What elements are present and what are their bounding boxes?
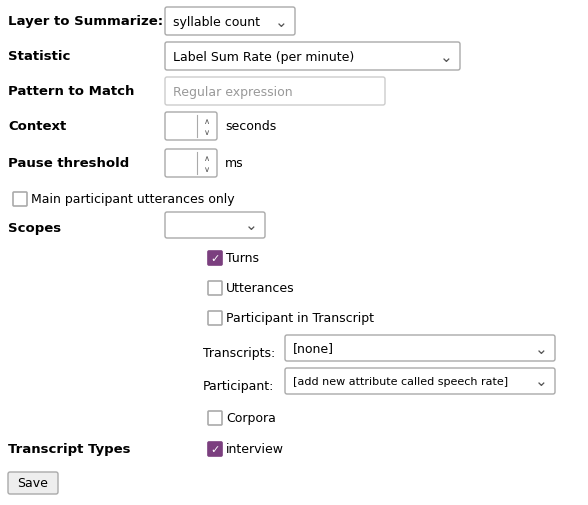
- Text: [add new attribute called speech rate]: [add new attribute called speech rate]: [293, 376, 508, 386]
- Text: ∧: ∧: [204, 117, 210, 126]
- Text: Save: Save: [18, 477, 48, 489]
- Text: ms: ms: [225, 157, 243, 170]
- FancyBboxPatch shape: [165, 213, 265, 238]
- Text: Pattern to Match: Pattern to Match: [8, 85, 135, 98]
- Text: ✓: ✓: [211, 254, 220, 264]
- Text: Pause threshold: Pause threshold: [8, 157, 129, 170]
- Text: interview: interview: [226, 442, 284, 455]
- Text: Participant in Transcript: Participant in Transcript: [226, 312, 374, 324]
- Text: Layer to Summarize:: Layer to Summarize:: [8, 15, 163, 28]
- Text: Context: Context: [8, 120, 66, 133]
- FancyBboxPatch shape: [165, 113, 217, 141]
- Text: [none]: [none]: [293, 342, 334, 355]
- Text: Corpora: Corpora: [226, 411, 276, 424]
- FancyBboxPatch shape: [285, 335, 555, 361]
- FancyBboxPatch shape: [208, 281, 222, 295]
- FancyBboxPatch shape: [165, 78, 385, 106]
- Text: ∨: ∨: [204, 165, 210, 174]
- Text: Regular expression: Regular expression: [173, 85, 293, 98]
- Text: Scopes: Scopes: [8, 222, 61, 234]
- Text: Transcripts:: Transcripts:: [203, 346, 275, 359]
- Text: Utterances: Utterances: [226, 281, 295, 294]
- Text: Turns: Turns: [226, 251, 259, 265]
- Text: Statistic: Statistic: [8, 50, 71, 63]
- Text: Label Sum Rate (per minute): Label Sum Rate (per minute): [173, 50, 354, 63]
- FancyBboxPatch shape: [8, 472, 58, 494]
- Text: Main participant utterances only: Main participant utterances only: [31, 192, 235, 206]
- FancyBboxPatch shape: [165, 8, 295, 36]
- FancyBboxPatch shape: [208, 442, 222, 456]
- FancyBboxPatch shape: [208, 411, 222, 425]
- Text: ✓: ✓: [211, 444, 220, 454]
- FancyBboxPatch shape: [165, 43, 460, 71]
- FancyBboxPatch shape: [208, 251, 222, 266]
- FancyBboxPatch shape: [285, 368, 555, 394]
- Text: syllable count: syllable count: [173, 16, 260, 28]
- Text: ⌄: ⌄: [534, 374, 547, 389]
- FancyBboxPatch shape: [165, 149, 217, 178]
- Text: ⌄: ⌄: [245, 218, 258, 233]
- Text: ⌄: ⌄: [275, 15, 288, 29]
- Text: seconds: seconds: [225, 120, 276, 133]
- Text: ∧: ∧: [204, 154, 210, 163]
- Text: ∨: ∨: [204, 128, 210, 137]
- FancyBboxPatch shape: [208, 312, 222, 325]
- Text: ⌄: ⌄: [440, 49, 452, 64]
- Text: ⌄: ⌄: [534, 341, 547, 356]
- Text: Transcript Types: Transcript Types: [8, 442, 131, 455]
- FancyBboxPatch shape: [13, 192, 27, 207]
- Text: Participant:: Participant:: [203, 379, 275, 392]
